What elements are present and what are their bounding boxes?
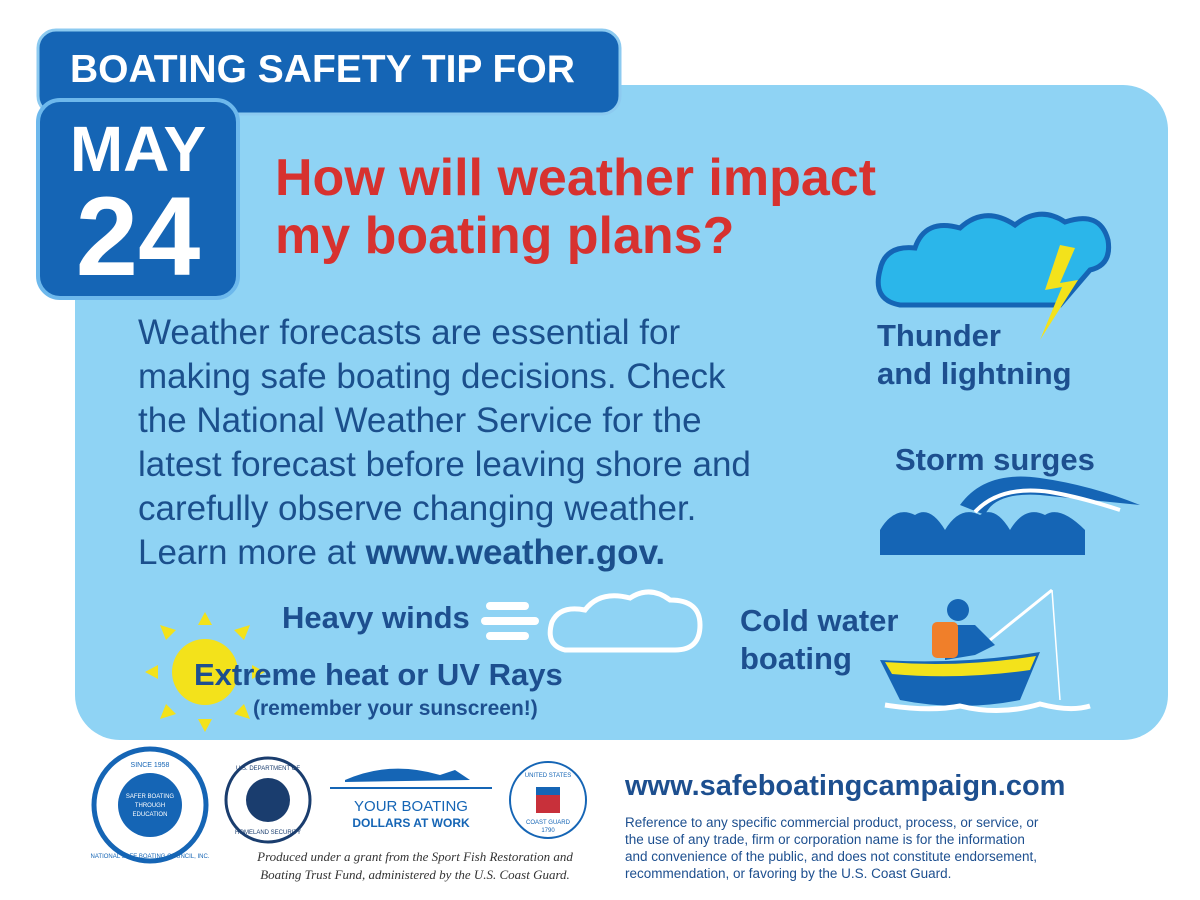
life-jacket: [932, 622, 958, 658]
headline: How will weather impact: [275, 149, 877, 207]
body-text: carefully observe changing weather.: [138, 489, 697, 528]
hazard-label: Heavy winds: [282, 600, 470, 635]
ray: [234, 704, 250, 719]
body-text: the National Weather Service for the: [138, 401, 702, 440]
hull-stripe: [885, 656, 1036, 677]
disclaimer: Reference to any specific commercial pro…: [625, 815, 1039, 830]
hazard-label: Thunder: [877, 318, 1001, 353]
body-text: latest forecast before leaving shore and: [138, 445, 751, 484]
wind-icon: [481, 589, 703, 653]
cloud-outline: [547, 589, 703, 653]
header-tab: [36, 28, 622, 116]
logo-text: U.S. DEPARTMENT OF: [236, 766, 300, 772]
date-month: MAY: [69, 113, 207, 185]
disclaimer: recommendation, or favoring by the U.S. …: [625, 866, 952, 881]
dollars-logo: YOUR BOATING DOLLARS AT WORK: [330, 768, 492, 830]
logo-text: 1790: [541, 828, 555, 834]
logo-text: HOMELAND SECURITY: [235, 830, 301, 836]
logo-text: COAST GUARD: [526, 820, 571, 826]
thunder-icon: [875, 211, 1112, 340]
head: [947, 599, 969, 621]
ray: [145, 665, 158, 679]
ray: [252, 665, 265, 679]
ray: [234, 625, 250, 640]
hazard-label: and lightning: [877, 356, 1072, 391]
seal-center: [246, 778, 290, 822]
logo-text: UNITED STATES: [525, 773, 571, 779]
disclaimer: and convenience of the public, and does …: [625, 849, 1038, 864]
logo-text: DOLLARS AT WORK: [352, 816, 470, 830]
hazard-label: Storm surges: [895, 442, 1095, 477]
logo-boat: [345, 768, 470, 782]
body-text: making safe boating decisions. Check: [138, 357, 726, 396]
date-day: 24: [75, 174, 201, 299]
body-line: Learn more at www.weather.gov.: [138, 533, 665, 573]
wake: [884, 701, 1091, 713]
rod: [989, 588, 1053, 642]
lightning: [1040, 245, 1078, 340]
disclaimer: the use of any trade, firm or corporatio…: [625, 832, 1025, 847]
waves: [880, 512, 1085, 530]
grant-text: Boating Trust Fund, administered by the …: [260, 867, 570, 882]
logo-text: SAFER BOATING: [126, 794, 175, 800]
dhs-logo: U.S. DEPARTMENT OF HOMELAND SECURITY: [224, 756, 312, 844]
logo-text: SINCE 1958: [131, 762, 170, 769]
seal-center: [118, 773, 182, 837]
header-tab-text: BOATING SAFETY TIP FOR: [70, 48, 575, 91]
logo-text: EDUCATION: [133, 812, 168, 818]
sun: [172, 639, 238, 705]
ray: [160, 625, 176, 640]
nsbc-logo: SINCE 1958 NATIONAL SAFE BOATING COUNCIL…: [91, 746, 210, 864]
logo-text: YOUR BOATING: [354, 798, 468, 815]
logo-text: THROUGH: [135, 803, 165, 809]
ray: [160, 704, 176, 719]
fishing-line: [1051, 589, 1061, 701]
hazard-label: boating: [740, 641, 852, 676]
sun-icon: [145, 612, 265, 732]
water: [880, 530, 1085, 555]
boat-icon: [880, 588, 1091, 713]
hazard-label: Extreme heat or UV Rays: [194, 657, 563, 692]
body-text: Weather forecasts are essential for: [138, 313, 681, 352]
hazard-note: (remember your sunscreen!): [253, 697, 538, 720]
body-text: Learn more at: [138, 533, 356, 572]
campaign-url: www.safeboatingcampaign.com: [625, 770, 1066, 802]
weather-link: www.weather.gov.: [365, 533, 666, 572]
ray: [198, 612, 212, 625]
ray: [198, 719, 212, 732]
logo-text: NATIONAL SAFE BOATING COUNCIL, INC.: [91, 854, 210, 860]
date-box: [36, 98, 240, 300]
surge-icon: [880, 476, 1140, 555]
hazard-label: Cold water: [740, 603, 899, 638]
grant-text: Produced under a grant from the Sport Fi…: [257, 849, 573, 864]
wave-crest: [960, 476, 1140, 515]
headline: my boating plans?: [275, 207, 735, 265]
shield-top: [536, 787, 560, 795]
wave-foam: [973, 488, 1121, 514]
uscg-logo: UNITED STATES COAST GUARD 1790: [509, 761, 587, 839]
